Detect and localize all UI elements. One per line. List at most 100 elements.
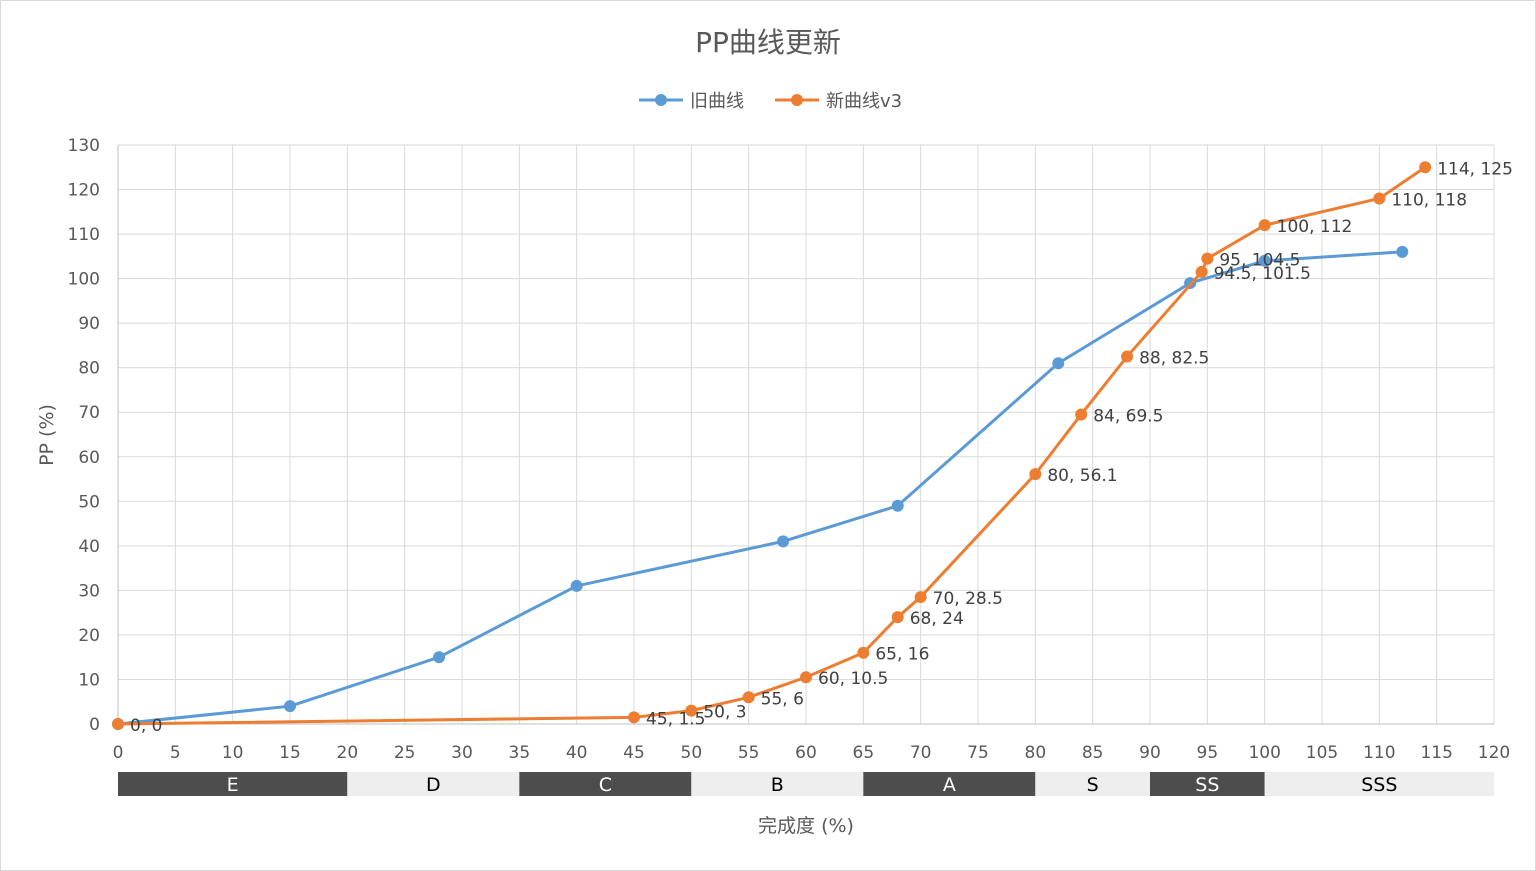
data-label: 110, 118 [1391, 190, 1467, 210]
data-point [112, 718, 124, 730]
legend-label: 新曲线v3 [826, 91, 902, 112]
data-point [284, 700, 296, 713]
axes: 0 5 10 15 20 25 30 35 40 45 50 55 60 65 70 75 80 85 90 95 10… [68, 136, 1511, 763]
data-label: 50, 3 [703, 703, 746, 723]
data-point [1052, 357, 1065, 370]
data-point [1419, 161, 1432, 174]
legend-item: 新曲线v3 [775, 91, 902, 112]
data-point [891, 611, 904, 624]
data-point [433, 651, 446, 664]
x-tick-label: 30 [451, 743, 473, 763]
legend-marker [655, 94, 667, 106]
x-tick-label: 100 [1248, 743, 1280, 763]
series-line-0 [117, 250, 1403, 726]
data-point [914, 591, 927, 604]
x-tick-label: 85 [1082, 743, 1104, 763]
y-tick-label: 90 [78, 314, 100, 334]
x-tick-label: 55 [738, 743, 760, 763]
x-tick-label: 45 [623, 743, 645, 763]
data-point [742, 691, 755, 704]
data-label: 100, 112 [1277, 217, 1353, 237]
grade-band-label: C [599, 774, 612, 796]
data-label: 45, 1.5 [646, 709, 705, 729]
grade-band-label: SSS [1361, 774, 1397, 796]
y-tick-label: 100 [68, 270, 100, 290]
data-label: 84, 69.5 [1093, 406, 1163, 426]
grade-band-bg [863, 772, 1036, 796]
x-tick-label: 120 [1478, 743, 1510, 763]
y-tick-label: 130 [68, 136, 100, 156]
data-label: 55, 6 [761, 689, 804, 709]
grade-band: D [347, 772, 520, 796]
y-tick-label: 0 [89, 715, 100, 735]
data-point [800, 671, 812, 684]
grade-bands: E D C B A S SS SSS [118, 772, 1494, 796]
y-tick-label: 50 [78, 492, 100, 512]
data-label: 68, 24 [910, 609, 964, 629]
legend-item: 旧曲线 [639, 91, 744, 112]
data-point [891, 499, 904, 512]
y-tick-label: 120 [68, 181, 100, 201]
legend-marker [791, 94, 803, 106]
grade-band-bg [347, 772, 520, 796]
x-tick-label: 15 [279, 743, 301, 763]
legend-label: 旧曲线 [690, 91, 744, 112]
x-tick-label: 60 [795, 743, 817, 763]
y-tick-label: 40 [78, 537, 100, 557]
data-labels: 0, 0 45, 1.550, 3 55, 6 60, 10.5 65, 16 68, 2… [130, 159, 1513, 736]
grade-band-label: E [227, 774, 239, 796]
grade-band: E [118, 772, 348, 796]
y-tick-label: 10 [78, 670, 100, 690]
data-point [685, 704, 698, 717]
y-tick-label: 70 [78, 403, 100, 423]
grade-band-bg [1150, 772, 1265, 796]
x-tick-label: 40 [566, 743, 588, 763]
x-tick-label: 110 [1363, 743, 1395, 763]
x-tick-label: 90 [1139, 743, 1161, 763]
grade-band: S [1035, 772, 1150, 796]
grade-band: SS [1150, 772, 1265, 796]
grade-band-bg [1264, 772, 1494, 796]
x-tick-label: 0 [113, 743, 124, 763]
grade-band: B [691, 772, 864, 796]
y-tick-label: 20 [78, 626, 100, 646]
data-point [1373, 192, 1386, 205]
y-axis-title: PP (%) [36, 404, 58, 466]
data-label: 60, 10.5 [818, 669, 888, 689]
x-tick-label: 80 [1025, 743, 1047, 763]
grade-band-label: D [426, 774, 441, 796]
x-tick-label: 95 [1197, 743, 1219, 763]
data-point [628, 711, 640, 724]
data-point [1029, 468, 1042, 481]
data-point [1121, 350, 1134, 363]
data-point [1258, 254, 1271, 267]
x-tick-label: 25 [394, 743, 416, 763]
x-tick-label: 105 [1306, 743, 1338, 763]
data-label: 80, 56.1 [1047, 466, 1117, 486]
x-axis-title: 完成度 (%) [758, 815, 854, 837]
y-tick-label: 110 [68, 225, 100, 245]
data-point [1396, 245, 1409, 258]
y-tick-label: 60 [78, 448, 100, 468]
data-label: 94.5, 101.5 [1214, 264, 1311, 284]
grade-band: A [863, 772, 1036, 796]
series [112, 161, 1432, 730]
data-label: 88, 82.5 [1139, 349, 1209, 369]
data-label: 114, 125 [1437, 159, 1513, 179]
x-tick-label: 65 [853, 743, 875, 763]
series-line-1 [117, 166, 1427, 726]
legend: 旧曲线 新曲线v3 [639, 91, 902, 112]
data-label: 65, 16 [875, 645, 929, 665]
data-label: 95, 104.5 [1219, 251, 1300, 271]
x-tick-label: 70 [910, 743, 932, 763]
grade-band: SSS [1264, 772, 1494, 796]
x-tick-label: 50 [681, 743, 703, 763]
y-tick-label: 30 [78, 581, 100, 601]
data-point [1258, 219, 1271, 232]
data-point [1201, 252, 1214, 265]
grade-band-bg [1035, 772, 1150, 796]
y-tick-label: 80 [78, 359, 100, 379]
grade-band-label: B [771, 774, 784, 796]
